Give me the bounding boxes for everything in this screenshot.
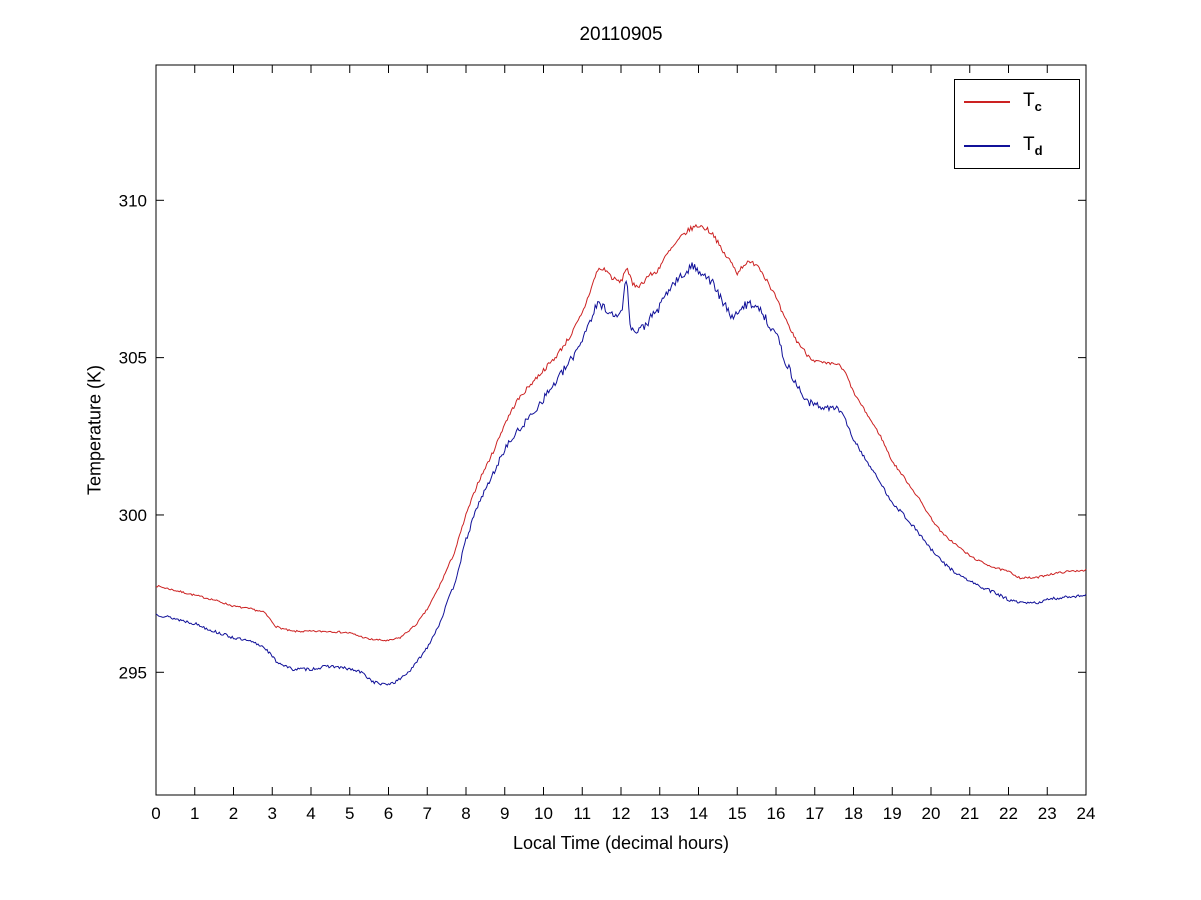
x-tick-label: 15 <box>728 804 747 823</box>
x-tick-label: 5 <box>345 804 354 823</box>
legend-label-td-main: T <box>1023 134 1035 156</box>
legend-label-tc-sub: c <box>1034 98 1042 114</box>
x-tick-label: 20 <box>922 804 941 823</box>
x-tick-label: 0 <box>151 804 160 823</box>
x-tick-label: 13 <box>650 804 669 823</box>
x-tick-label: 7 <box>423 804 432 823</box>
x-tick-label: 18 <box>844 804 863 823</box>
series-line-td <box>155 262 1087 686</box>
x-tick-label: 16 <box>767 804 786 823</box>
x-tick-label: 11 <box>573 804 591 823</box>
x-tick-label: 22 <box>999 804 1018 823</box>
series-line-tc <box>155 223 1087 642</box>
legend-entry-td: Td <box>955 124 1079 168</box>
legend-label-td-sub: d <box>1034 142 1043 158</box>
legend-label-td: Td <box>1023 134 1043 158</box>
y-axis-label: Temperature (K) <box>84 364 105 496</box>
x-tick-label: 4 <box>306 804 315 823</box>
y-tick-label: 300 <box>119 506 147 525</box>
x-tick-label: 21 <box>960 804 979 823</box>
x-tick-label: 17 <box>805 804 824 823</box>
plot-border <box>155 64 1087 796</box>
x-tick-label: 9 <box>500 804 509 823</box>
chart-title: 20110905 <box>579 24 663 45</box>
x-axis-label: Local Time (decimal hours) <box>512 833 730 853</box>
y-tick-label: 305 <box>119 349 147 368</box>
x-tick-label: 14 <box>689 804 708 823</box>
legend-line-sample-td <box>964 145 1010 147</box>
y-tick-label: 295 <box>119 663 147 682</box>
x-tick-label: 19 <box>883 804 902 823</box>
x-tick-label: 10 <box>534 804 553 823</box>
legend-line-sample-tc <box>964 101 1010 103</box>
x-tick-label: 6 <box>384 804 393 823</box>
y-tick-label: 310 <box>119 191 147 210</box>
x-tick-label: 1 <box>190 804 199 823</box>
x-tick-label: 23 <box>1038 804 1057 823</box>
x-tick-label: 24 <box>1077 804 1096 823</box>
legend-label-tc: Tc <box>1023 90 1042 114</box>
x-tick-label: 2 <box>229 804 238 823</box>
x-tick-label: 8 <box>461 804 470 823</box>
x-tick-label: 3 <box>268 804 277 823</box>
x-tick-label: 12 <box>612 804 631 823</box>
legend-label-tc-main: T <box>1023 90 1035 112</box>
legend: Tc Td <box>954 79 1080 169</box>
legend-entry-tc: Tc <box>955 80 1079 124</box>
